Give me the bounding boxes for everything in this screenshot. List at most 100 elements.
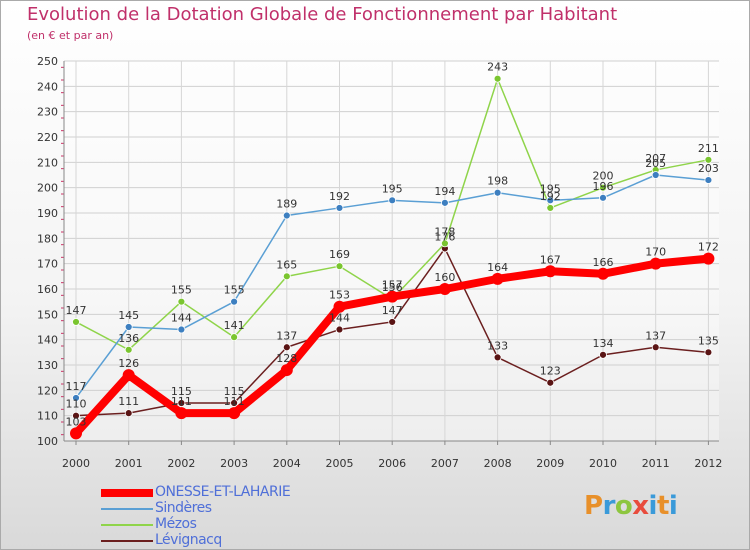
data-label-1: 155 — [224, 284, 245, 297]
data-label-1: 145 — [118, 309, 139, 322]
series-point-3 — [230, 399, 239, 407]
data-label-3: 133 — [487, 339, 508, 352]
y-tick-label: 150 — [37, 308, 58, 321]
data-label-3: 176 — [434, 230, 455, 243]
data-label-1: 195 — [540, 182, 561, 195]
series-point-3 — [388, 318, 397, 326]
series-point-1 — [72, 394, 80, 402]
series-point-2 — [335, 262, 344, 271]
series-point-1 — [282, 211, 291, 220]
legend-label-onesse: ONESSE-ET-LAHARIE — [155, 484, 291, 500]
data-label-2: 155 — [171, 284, 192, 297]
data-label-2: 178 — [434, 225, 455, 238]
data-label-0: 128 — [276, 352, 297, 365]
series-point-1 — [388, 196, 397, 205]
data-label-3: 110 — [66, 398, 87, 411]
series-point-0 — [649, 257, 662, 270]
legend-label-levignacq: Lévignacq — [155, 532, 222, 548]
series-point-1 — [177, 325, 186, 334]
data-label-3: 123 — [540, 365, 561, 378]
series-point-0 — [491, 272, 504, 285]
data-label-0: 170 — [645, 246, 666, 259]
y-tick-label: 180 — [37, 232, 58, 245]
series-point-1 — [546, 196, 555, 205]
data-label-1: 192 — [329, 190, 350, 203]
x-tick-label: 2003 — [220, 457, 248, 470]
series-point-0 — [702, 252, 715, 265]
series-point-1 — [704, 176, 713, 184]
data-label-2: 243 — [487, 61, 508, 74]
data-label-3: 135 — [698, 334, 719, 347]
data-label-2: 211 — [698, 142, 719, 155]
series-point-3 — [651, 343, 660, 352]
data-label-3: 137 — [276, 329, 297, 342]
data-label-3: 144 — [329, 312, 350, 325]
series-point-3 — [599, 350, 607, 359]
data-label-2: 147 — [66, 304, 87, 317]
data-label-3: 134 — [593, 337, 614, 350]
legend-label-mezos: Mézos — [155, 516, 197, 532]
data-label-0: 164 — [487, 261, 508, 274]
data-label-1: 203 — [698, 162, 719, 175]
legend-label-sinderes: Sindères — [155, 500, 212, 516]
data-label-1: 189 — [276, 198, 297, 211]
series-point-1 — [440, 198, 449, 207]
data-label-0: 153 — [329, 289, 350, 302]
data-label-2: 141 — [224, 319, 245, 332]
series-point-2 — [124, 345, 133, 354]
y-tick-label: 140 — [37, 334, 58, 347]
series-point-2 — [440, 239, 449, 248]
series-point-0 — [70, 427, 82, 440]
y-tick-label: 100 — [37, 435, 58, 448]
series-point-0 — [280, 364, 293, 377]
data-label-2: 192 — [540, 190, 561, 203]
x-tick-label: 2008 — [484, 457, 512, 470]
y-tick-label: 170 — [37, 258, 58, 271]
legend-swatch-levignacq — [101, 540, 153, 542]
series-point-2 — [704, 155, 713, 164]
data-label-1: 205 — [645, 157, 666, 170]
data-label-2: 207 — [645, 152, 666, 165]
data-label-2: 136 — [118, 332, 139, 345]
chart-subtitle: (en € et par an) — [27, 29, 114, 42]
data-label-0: 126 — [118, 357, 139, 370]
series-point-3 — [282, 343, 291, 352]
x-tick-label: 2002 — [167, 457, 195, 470]
y-tick-label: 120 — [37, 384, 58, 397]
y-tick-label: 250 — [37, 55, 58, 68]
series-point-0 — [597, 267, 609, 280]
series-point-3 — [546, 378, 555, 387]
y-tick-label: 210 — [37, 156, 58, 169]
x-tick-label: 2012 — [694, 457, 722, 470]
series-point-2 — [282, 272, 291, 281]
data-label-2: 156 — [382, 281, 403, 294]
y-tick-label: 220 — [37, 131, 58, 144]
series-point-0 — [122, 369, 135, 382]
series-point-1 — [599, 193, 607, 202]
x-tick-label: 2004 — [273, 457, 301, 470]
series-point-2 — [72, 318, 80, 326]
series-point-2 — [546, 204, 555, 212]
data-label-0: 111 — [171, 395, 192, 408]
series-point-3 — [72, 411, 80, 420]
y-tick-label: 190 — [37, 207, 58, 220]
series-point-0 — [544, 265, 557, 278]
x-tick-label: 2000 — [62, 457, 90, 470]
data-label-0: 103 — [66, 415, 87, 428]
data-label-3: 147 — [382, 304, 403, 317]
series-point-2 — [493, 74, 502, 83]
x-tick-label: 2006 — [378, 457, 406, 470]
series-point-0 — [228, 407, 241, 420]
series-point-3 — [493, 353, 502, 362]
series-point-1 — [230, 297, 239, 306]
legend-swatch-mezos — [101, 524, 153, 526]
x-tick-label: 2001 — [115, 457, 143, 470]
x-tick-label: 2010 — [589, 457, 617, 470]
y-tick-label: 130 — [37, 359, 58, 372]
legend-swatch-sinderes — [101, 508, 153, 510]
x-tick-label: 2005 — [326, 457, 354, 470]
data-label-2: 169 — [329, 248, 350, 261]
data-label-3: 137 — [645, 329, 666, 342]
series-point-0 — [438, 283, 451, 295]
